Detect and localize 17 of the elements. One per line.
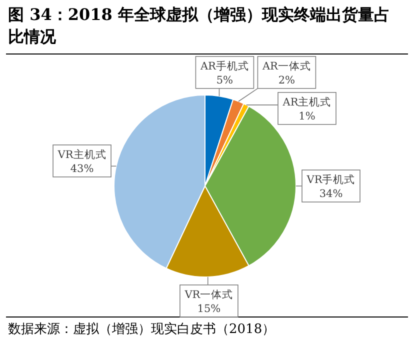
data-label: 1% [298, 110, 316, 122]
data-label: 2% [278, 74, 296, 86]
source-note: 数据来源：虚拟（增强）现实白皮书（2018） [8, 321, 276, 338]
chart-title: 图 34：2018 年全球虚拟（增强）现实终端出货量占比情况 [8, 4, 391, 48]
data-label: 5% [216, 74, 234, 86]
slice-label: VR主机式 [56, 148, 106, 161]
slice-label: AR手机式 [199, 59, 249, 72]
data-label: 34% [319, 188, 343, 200]
pie-slice [204, 106, 296, 266]
slice-label: AR一体式 [261, 59, 311, 72]
pie-slice [166, 186, 250, 278]
data-label: 43% [70, 162, 94, 175]
pie-slice [114, 94, 206, 269]
slice-label: VR手机式 [306, 173, 356, 186]
slice-label: AR主机式 [282, 95, 332, 108]
data-label: 15% [197, 302, 221, 315]
slice-label: VR一体式 [184, 288, 234, 301]
